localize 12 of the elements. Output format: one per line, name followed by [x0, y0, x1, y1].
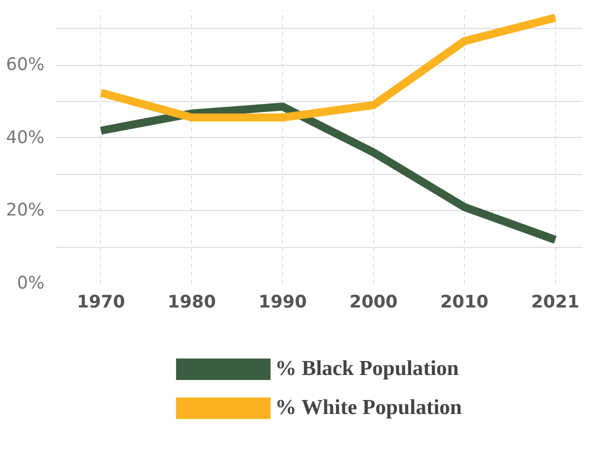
x-tick-label: 1990	[258, 292, 307, 312]
x-tick-label: 1970	[76, 292, 126, 312]
x-tick-label: 2021	[531, 292, 580, 312]
y-tick-label: 60%	[6, 55, 44, 76]
y-tick-label: 0%	[17, 274, 45, 294]
legend-label: % Black Population	[275, 356, 459, 381]
x-tick-label: 2010	[440, 292, 488, 312]
x-tick-label: 2000	[349, 292, 398, 312]
y-tick-label: 40%	[6, 128, 44, 148]
legend-label: % White Population	[275, 395, 462, 420]
x-tick-label: 1980	[168, 292, 216, 312]
y-tick-label: 20%	[6, 200, 44, 221]
